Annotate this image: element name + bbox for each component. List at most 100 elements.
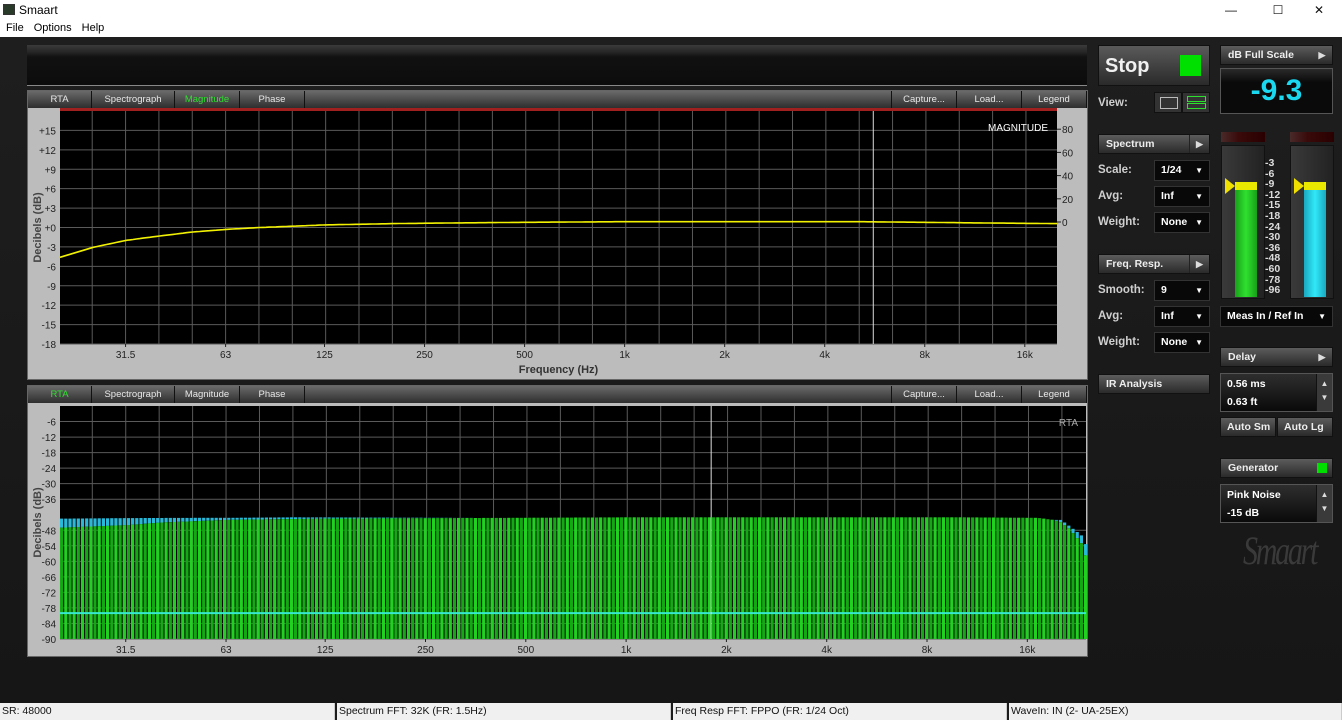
load-button[interactable]: Load... — [957, 91, 1022, 108]
tab-spectrograph[interactable]: Spectrograph — [92, 386, 175, 403]
rta-peak-bar — [239, 517, 243, 520]
spectrum-weight-select[interactable]: None ▼ — [1154, 212, 1210, 233]
rta-bar — [557, 517, 561, 639]
y-tick-label: -72 — [42, 588, 57, 599]
delay-field[interactable]: 0.56 ms 0.63 ft ▲ ▼ — [1220, 373, 1333, 412]
freq_resp-avg-select[interactable]: Inf ▼ — [1154, 306, 1210, 327]
y-tick-label: +3 — [45, 204, 57, 215]
rta-peak-bar — [277, 517, 281, 520]
spectrum-scale-select[interactable]: 1/24 ▼ — [1154, 160, 1210, 181]
legend-button[interactable]: Legend — [1022, 91, 1087, 108]
rta-bar — [712, 517, 716, 639]
auto-lg-button[interactable]: Auto Lg — [1277, 417, 1333, 437]
rta-peak-bar — [248, 517, 252, 520]
rta-bar — [406, 518, 411, 639]
run-indicator — [1180, 55, 1201, 76]
spin-up-icon[interactable]: ▲ — [1320, 490, 1329, 499]
close-button[interactable]: ✕ — [1313, 3, 1325, 17]
play-arrow-icon: ▶ — [1189, 255, 1209, 273]
meter-scale-label: -30 — [1265, 231, 1281, 244]
tab-magnitude[interactable]: Magnitude — [175, 386, 240, 403]
input-select[interactable]: Meas In / Ref In ▼ — [1220, 306, 1333, 327]
rta-bar — [624, 517, 628, 639]
freq_resp-weight-select[interactable]: None ▼ — [1154, 332, 1210, 353]
rta-bar — [503, 517, 507, 639]
rta-bar — [302, 518, 306, 639]
rta-bar — [620, 517, 624, 639]
delay-spinner[interactable]: ▲ ▼ — [1316, 374, 1332, 411]
x-tick-label: 125 — [317, 645, 334, 656]
minimize-button[interactable]: — — [1225, 3, 1237, 17]
tab-phase[interactable]: Phase — [240, 386, 305, 403]
rta-peak-bar — [298, 517, 302, 519]
rta-bar — [833, 517, 837, 639]
view-single-button[interactable] — [1154, 92, 1182, 113]
load-button[interactable]: Load... — [957, 386, 1022, 403]
menu-options[interactable]: Options — [33, 22, 72, 34]
delay-button[interactable]: Delay ▶ — [1220, 347, 1333, 367]
tab-phase[interactable]: Phase — [240, 91, 305, 108]
y2-tick-label: 80 — [1062, 125, 1074, 136]
rta-peak-bar — [151, 518, 156, 524]
rta-bar — [448, 518, 452, 639]
generator-spinner[interactable]: ▲ ▼ — [1316, 485, 1332, 522]
meter-scale-label: -6 — [1265, 167, 1275, 180]
y-tick-label: +0 — [45, 224, 57, 235]
legend-button[interactable]: Legend — [1022, 386, 1087, 403]
tab-rta[interactable]: RTA — [28, 386, 92, 403]
rta-bar — [987, 517, 991, 639]
select-value: Inf — [1161, 310, 1174, 322]
tab-spectrograph[interactable]: Spectrograph — [92, 91, 175, 108]
freq-resp-button[interactable]: Freq. Resp. ▶ — [1098, 254, 1210, 274]
spectrum-button[interactable]: Spectrum ▶ — [1098, 134, 1210, 154]
view-split-button[interactable] — [1182, 92, 1210, 113]
rta-bar — [373, 518, 377, 639]
magnitude-chart[interactable]: +15 +12 +9 +6 +3 +0 -3 -6 -9 -12 -15 -18 31.5 63 125 25… — [28, 108, 1087, 379]
spectrum-avg-select[interactable]: Inf ▼ — [1154, 186, 1210, 207]
stop-button[interactable]: Stop — [1098, 45, 1210, 86]
rta-bar — [1029, 517, 1033, 639]
dropdown-caret-icon: ▼ — [1195, 286, 1203, 295]
maximize-button[interactable]: ☐ — [1272, 3, 1284, 17]
rta-peak-bar — [411, 517, 415, 519]
rta-bar — [992, 517, 996, 639]
generator-button[interactable]: Generator — [1220, 458, 1333, 478]
auto-sm-button[interactable]: Auto Sm — [1220, 417, 1276, 437]
rta-peak-bar — [1058, 519, 1063, 523]
rta-bar — [946, 517, 950, 639]
level-mode-button[interactable]: dB Full Scale ▶ — [1220, 45, 1333, 65]
rta-bar — [377, 518, 381, 639]
x-tick-label: 16k — [1017, 350, 1034, 361]
level-readout: -9.3 — [1220, 68, 1333, 114]
spin-down-icon[interactable]: ▼ — [1320, 504, 1329, 513]
rta-bar — [686, 517, 691, 639]
spin-up-icon[interactable]: ▲ — [1320, 379, 1329, 388]
rta-bar — [461, 518, 465, 639]
ir-analysis-button[interactable]: IR Analysis — [1098, 374, 1210, 394]
rta-bar — [795, 517, 799, 639]
rta-peak-bar — [89, 518, 93, 527]
rta-bar — [854, 517, 858, 639]
meter-scale-label: -36 — [1265, 241, 1281, 254]
rta-peak-bar — [106, 518, 110, 526]
rta-peak-bar — [386, 517, 390, 519]
capture-button[interactable]: Capture... — [892, 91, 957, 108]
rta-peak-bar — [294, 517, 298, 519]
rta-bar — [206, 520, 210, 639]
rta-bar — [549, 517, 553, 639]
menu-help[interactable]: Help — [81, 22, 105, 34]
rta-chart[interactable]: -6 -12 -18 -24 -30 -36 -48 -54 -60 -66 -72 -78 -84 -9… — [28, 403, 1087, 656]
rta-bar — [386, 518, 390, 639]
rta-bar — [469, 518, 473, 639]
tab-rta[interactable]: RTA — [28, 91, 92, 108]
rta-peak-bar — [331, 517, 335, 519]
menu-file[interactable]: File — [6, 22, 24, 34]
freq_resp-smooth-select[interactable]: 9 ▼ — [1154, 280, 1210, 301]
rta-bar — [411, 518, 415, 639]
tab-magnitude[interactable]: Magnitude — [175, 91, 240, 108]
generator-field[interactable]: Pink Noise -15 dB ▲ ▼ — [1220, 484, 1333, 523]
peak-marker-icon — [1294, 178, 1304, 194]
capture-button[interactable]: Capture... — [892, 386, 957, 403]
spin-down-icon[interactable]: ▼ — [1320, 393, 1329, 402]
smaart-logo: Smaart — [1243, 528, 1318, 573]
